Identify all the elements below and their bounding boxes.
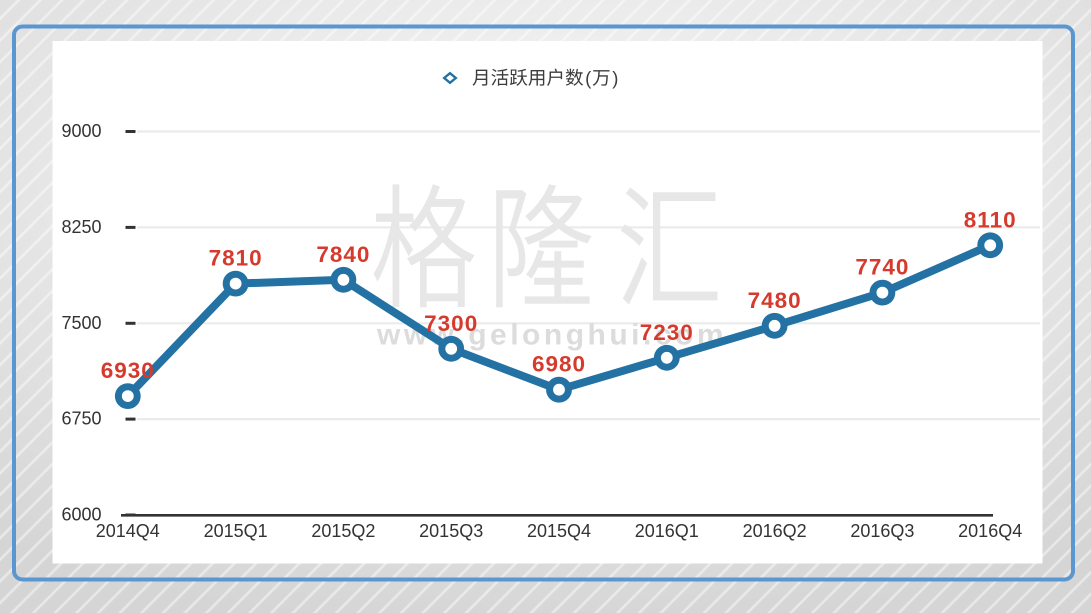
svg-text:2014Q4: 2014Q4 — [96, 521, 160, 541]
svg-text:2015Q2: 2015Q2 — [311, 521, 375, 541]
svg-text:2015Q4: 2015Q4 — [527, 521, 591, 541]
svg-text:6980: 6980 — [532, 352, 586, 377]
svg-text:2016Q1: 2016Q1 — [635, 521, 699, 541]
svg-text:6750: 6750 — [61, 409, 101, 429]
svg-text:(: ( — [585, 67, 592, 88]
svg-text:2016Q4: 2016Q4 — [958, 521, 1022, 541]
svg-text:): ) — [612, 67, 618, 88]
svg-text:7810: 7810 — [209, 246, 263, 271]
svg-text:2015Q1: 2015Q1 — [204, 521, 268, 541]
svg-text:2015Q3: 2015Q3 — [419, 521, 483, 541]
svg-text:2016Q2: 2016Q2 — [743, 521, 807, 541]
svg-text:8250: 8250 — [61, 217, 101, 237]
svg-text:7300: 7300 — [424, 311, 478, 336]
svg-text:8110: 8110 — [964, 207, 1017, 232]
svg-text:9000: 9000 — [61, 121, 101, 141]
svg-text:7480: 7480 — [748, 288, 802, 313]
svg-text:7740: 7740 — [855, 255, 909, 280]
svg-text:7840: 7840 — [316, 242, 370, 267]
svg-text:6000: 6000 — [61, 505, 101, 525]
svg-text:7500: 7500 — [61, 313, 101, 333]
svg-text:6930: 6930 — [101, 358, 155, 383]
svg-text:7230: 7230 — [640, 320, 694, 345]
svg-text:2016Q3: 2016Q3 — [850, 521, 914, 541]
